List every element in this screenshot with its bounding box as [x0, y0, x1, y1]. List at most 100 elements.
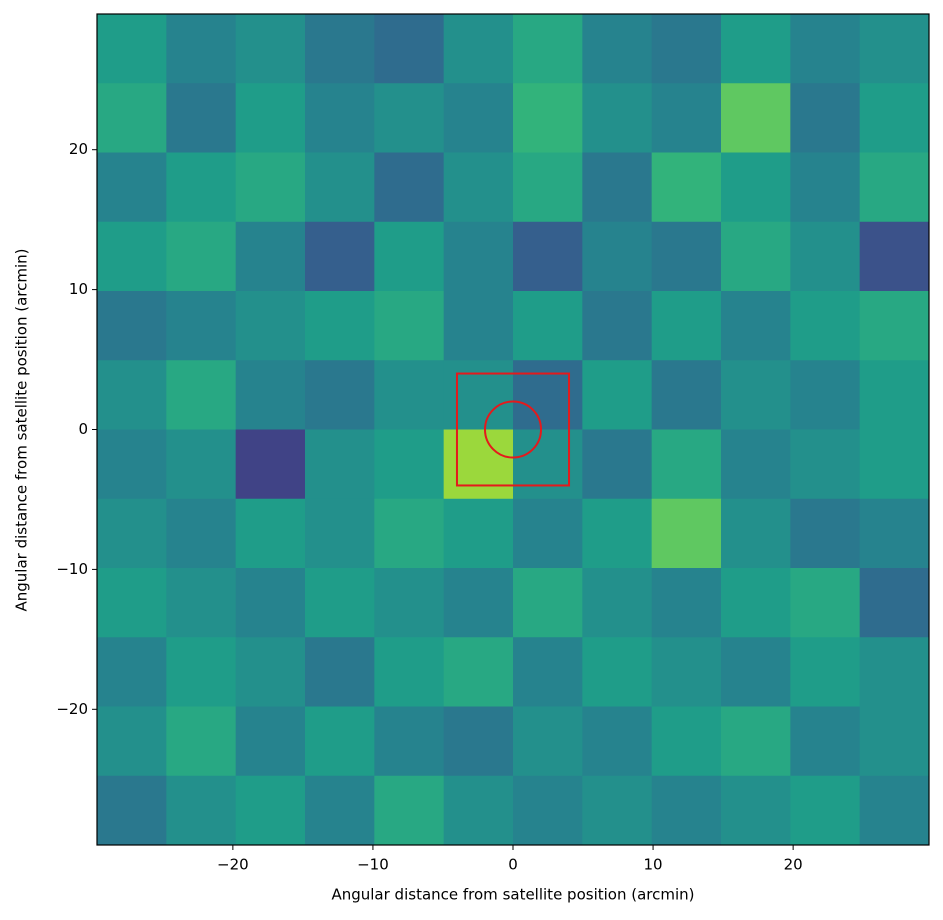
heatmap-cell — [166, 83, 237, 153]
heatmap-cell — [235, 152, 306, 223]
x-tick-label: 10 — [644, 856, 663, 874]
heatmap-cell — [235, 221, 306, 292]
heatmap-cell — [305, 637, 375, 707]
heatmap-cell — [582, 152, 653, 223]
heatmap-cell — [166, 429, 237, 500]
heatmap-cell — [582, 221, 653, 292]
heatmap-cell — [790, 775, 861, 846]
heatmap-cell — [790, 498, 861, 569]
heatmap-cell — [97, 706, 167, 777]
heatmap-cell — [166, 637, 237, 707]
heatmap-cell — [97, 360, 167, 430]
heatmap-cell — [305, 291, 375, 361]
heatmap-cell — [651, 14, 722, 84]
heatmap-cell — [513, 429, 583, 500]
heatmap-cell — [97, 221, 167, 292]
heatmap-cell — [721, 14, 791, 84]
heatmap-cell — [235, 291, 306, 361]
heatmap-cell — [166, 360, 237, 430]
heatmap-cell — [97, 291, 167, 361]
heatmap-cell — [721, 429, 791, 500]
heatmap-cell — [374, 14, 445, 84]
heatmap-cell — [513, 568, 583, 638]
heatmap-cell — [305, 152, 375, 223]
heatmap-cell — [443, 291, 514, 361]
heatmap-cell — [235, 83, 306, 153]
y-tick-label: −10 — [56, 560, 88, 578]
heatmap-cell — [582, 291, 653, 361]
heatmap-cell — [235, 775, 306, 846]
heatmap-cell — [305, 568, 375, 638]
heatmap-cell — [374, 291, 445, 361]
heatmap-cell — [721, 291, 791, 361]
heatmap-cell — [374, 360, 445, 430]
heatmap-cell — [651, 498, 722, 569]
heatmap-cell — [443, 706, 514, 777]
heatmap-cell — [582, 637, 653, 707]
heatmap-cell — [374, 775, 445, 846]
x-axis-label: Angular distance from satellite position… — [331, 886, 694, 904]
heatmap-cell — [305, 83, 375, 153]
y-tick-label: 0 — [78, 420, 88, 438]
heatmap-cell — [651, 291, 722, 361]
heatmap-cell — [374, 83, 445, 153]
x-tick-label: −10 — [357, 856, 389, 874]
heatmap-cell — [651, 429, 722, 500]
heatmap-cell — [443, 14, 514, 84]
heatmap-cell — [859, 221, 930, 292]
heatmap-cell — [97, 429, 167, 500]
heatmap-cell — [235, 637, 306, 707]
heatmap-cell — [443, 152, 514, 223]
heatmap-cell — [721, 360, 791, 430]
y-tick-label: 20 — [69, 140, 88, 158]
heatmap-cell — [859, 498, 930, 569]
heatmap-cell — [235, 429, 306, 500]
heatmap-cell — [374, 429, 445, 500]
heatmap-cell — [790, 221, 861, 292]
heatmap-cell — [235, 568, 306, 638]
heatmap-cell — [651, 360, 722, 430]
heatmap-cell — [513, 83, 583, 153]
heatmap-cell — [790, 152, 861, 223]
heatmap-cell — [166, 14, 237, 84]
heatmap-cell — [513, 775, 583, 846]
heatmap — [97, 14, 930, 846]
heatmap-cell — [513, 221, 583, 292]
heatmap-cell — [513, 291, 583, 361]
heatmap-cell — [721, 568, 791, 638]
heatmap-cell — [513, 706, 583, 777]
heatmap-cell — [235, 498, 306, 569]
heatmap-cell — [443, 221, 514, 292]
heatmap-cell — [651, 568, 722, 638]
heatmap-cell — [97, 637, 167, 707]
heatmap-cell — [859, 152, 930, 223]
heatmap-cell — [859, 360, 930, 430]
heatmap-cell — [443, 568, 514, 638]
heatmap-cell — [582, 498, 653, 569]
heatmap-cell — [582, 568, 653, 638]
heatmap-cell — [513, 152, 583, 223]
heatmap-cell — [651, 83, 722, 153]
heatmap-cell — [859, 429, 930, 500]
heatmap-cell — [721, 706, 791, 777]
heatmap-cell — [305, 221, 375, 292]
heatmap-cell — [790, 83, 861, 153]
x-tick-label: 20 — [784, 856, 803, 874]
heatmap-cell — [443, 637, 514, 707]
heatmap-cell — [790, 360, 861, 430]
heatmap-cell — [582, 83, 653, 153]
heatmap-cell — [582, 14, 653, 84]
heatmap-cell — [513, 360, 583, 430]
heatmap-cell — [513, 498, 583, 569]
heatmap-cell — [97, 83, 167, 153]
heatmap-cell — [235, 14, 306, 84]
heatmap-cell — [374, 706, 445, 777]
heatmap-cell — [166, 775, 237, 846]
heatmap-cell — [166, 291, 237, 361]
heatmap-cell — [374, 637, 445, 707]
heatmap-cell — [513, 14, 583, 84]
heatmap-cell — [790, 568, 861, 638]
y-tick-label: 10 — [69, 280, 88, 298]
heatmap-cell — [443, 83, 514, 153]
heatmap-cell — [166, 706, 237, 777]
